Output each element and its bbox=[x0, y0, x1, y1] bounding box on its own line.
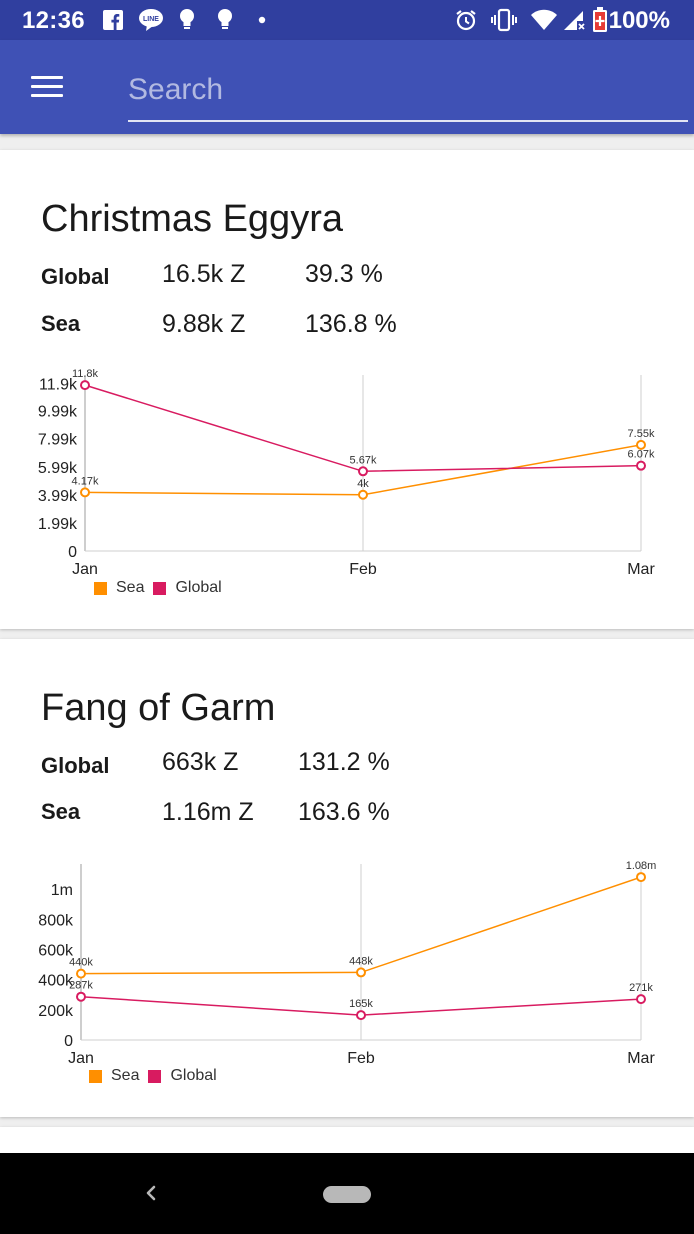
global-percent: 131.2 % bbox=[298, 748, 390, 776]
global-label: Global bbox=[41, 753, 110, 778]
y-tick-label: 400k bbox=[38, 973, 74, 990]
data-label: 1.08m bbox=[626, 860, 657, 872]
y-tick-label: 5.99k bbox=[38, 460, 78, 477]
global-label: Global bbox=[41, 264, 110, 289]
sea-percent: 136.8 % bbox=[305, 310, 397, 338]
x-tick-label: Mar bbox=[627, 561, 655, 578]
data-point bbox=[76, 968, 86, 979]
x-tick-label: Feb bbox=[347, 1050, 375, 1067]
data-point bbox=[356, 967, 366, 978]
bulb-icon bbox=[216, 9, 234, 31]
data-point bbox=[80, 487, 90, 498]
home-pill-button[interactable] bbox=[323, 1186, 371, 1203]
wifi-icon bbox=[530, 9, 558, 31]
x-tick-label: Jan bbox=[68, 1050, 94, 1067]
y-tick-label: 7.99k bbox=[38, 432, 78, 449]
data-point bbox=[80, 380, 90, 391]
data-point bbox=[356, 1010, 366, 1021]
battery-percent: 100% bbox=[608, 7, 670, 34]
data-label: 5.67k bbox=[350, 454, 377, 466]
global-price: 16.5k Z bbox=[162, 260, 246, 288]
y-tick-label: 800k bbox=[38, 912, 74, 929]
navigation-bar bbox=[0, 1153, 694, 1234]
back-icon[interactable] bbox=[140, 1180, 160, 1208]
legend-sea: Sea bbox=[116, 579, 145, 596]
price-chart: 0 200k 400k 600k 800k 1m Jan Feb Mar 440k 448k 1.08… bbox=[38, 860, 657, 1067]
data-point bbox=[636, 460, 646, 471]
search-field bbox=[128, 62, 688, 122]
data-label: 448k bbox=[349, 955, 373, 967]
legend-global: Global bbox=[175, 579, 222, 596]
x-tick-label: Mar bbox=[627, 1050, 655, 1067]
item-card[interactable]: Christmas Eggyra Global 16.5k Z 39.3 % S… bbox=[0, 150, 694, 629]
data-label: 4.17k bbox=[72, 475, 99, 487]
vibrate-icon bbox=[490, 8, 518, 32]
bulb-icon bbox=[178, 9, 196, 31]
search-input[interactable] bbox=[128, 70, 688, 110]
item-card[interactable]: Fang of Garm Global 663k Z 131.2 % Sea 1… bbox=[0, 639, 694, 1117]
price-chart: 0 1.99k 3.99k 5.99k 7.99k 9.99k 11.9k Jan Feb Mar… bbox=[38, 368, 656, 578]
sea-percent: 163.6 % bbox=[298, 798, 390, 826]
data-label: 271k bbox=[629, 982, 653, 994]
global-percent: 39.3 % bbox=[305, 260, 383, 288]
dot-icon bbox=[258, 9, 266, 31]
sea-price: 9.88k Z bbox=[162, 310, 246, 338]
chart-legend: Sea Global bbox=[94, 579, 231, 597]
data-label: 440k bbox=[69, 957, 93, 969]
data-point bbox=[358, 466, 368, 477]
y-tick-label: 11.9k bbox=[39, 377, 78, 394]
sea-swatch bbox=[94, 581, 107, 595]
data-label: 11.8k bbox=[72, 368, 99, 380]
system-icons bbox=[434, 0, 694, 40]
global-price: 663k Z bbox=[162, 748, 239, 776]
data-point bbox=[636, 872, 646, 883]
facebook-icon bbox=[102, 9, 124, 31]
status-time: 12:36 bbox=[22, 7, 85, 34]
x-tick-label: Feb bbox=[349, 561, 377, 578]
sea-label: Sea bbox=[41, 311, 81, 336]
y-tick-label: 600k bbox=[38, 942, 74, 959]
item-name: Christmas Eggyra bbox=[41, 198, 343, 240]
global-swatch bbox=[148, 1069, 162, 1083]
sea-label: Sea bbox=[41, 799, 81, 824]
data-point bbox=[636, 439, 646, 450]
alarm-icon bbox=[454, 9, 478, 31]
y-tick-label: 1.99k bbox=[38, 516, 78, 533]
x-tick-label: Jan bbox=[72, 561, 98, 578]
svg-text:LINE: LINE bbox=[143, 16, 159, 23]
legend-sea: Sea bbox=[111, 1067, 140, 1084]
data-label: 287k bbox=[69, 980, 93, 992]
line-icon: LINE bbox=[138, 9, 164, 31]
y-tick-label: 200k bbox=[38, 1003, 74, 1020]
data-point bbox=[358, 489, 368, 500]
status-bar: 12:36 LINE 100% bbox=[0, 0, 694, 40]
app-bar bbox=[0, 40, 694, 134]
signal-icon bbox=[562, 9, 586, 31]
menu-icon[interactable] bbox=[28, 74, 64, 100]
data-label: 7.55k bbox=[628, 428, 655, 440]
data-label: 6.07k bbox=[628, 449, 655, 461]
y-tick-label: 0 bbox=[64, 1033, 73, 1050]
global-swatch bbox=[153, 581, 167, 595]
item-name: Fang of Garm bbox=[41, 687, 276, 729]
legend-global: Global bbox=[170, 1067, 217, 1084]
data-label: 165k bbox=[349, 998, 373, 1010]
data-point bbox=[636, 994, 646, 1005]
y-tick-label: 0 bbox=[68, 544, 77, 561]
data-point bbox=[76, 991, 86, 1002]
y-tick-label: 3.99k bbox=[38, 488, 78, 505]
y-tick-label: 1m bbox=[51, 882, 73, 899]
sea-price: 1.16m Z bbox=[162, 798, 254, 826]
sea-swatch bbox=[89, 1069, 102, 1083]
battery-charging-icon bbox=[592, 7, 608, 32]
chart-legend: Sea Global bbox=[89, 1067, 226, 1085]
y-tick-label: 9.99k bbox=[38, 404, 78, 421]
data-label: 4k bbox=[357, 478, 369, 490]
